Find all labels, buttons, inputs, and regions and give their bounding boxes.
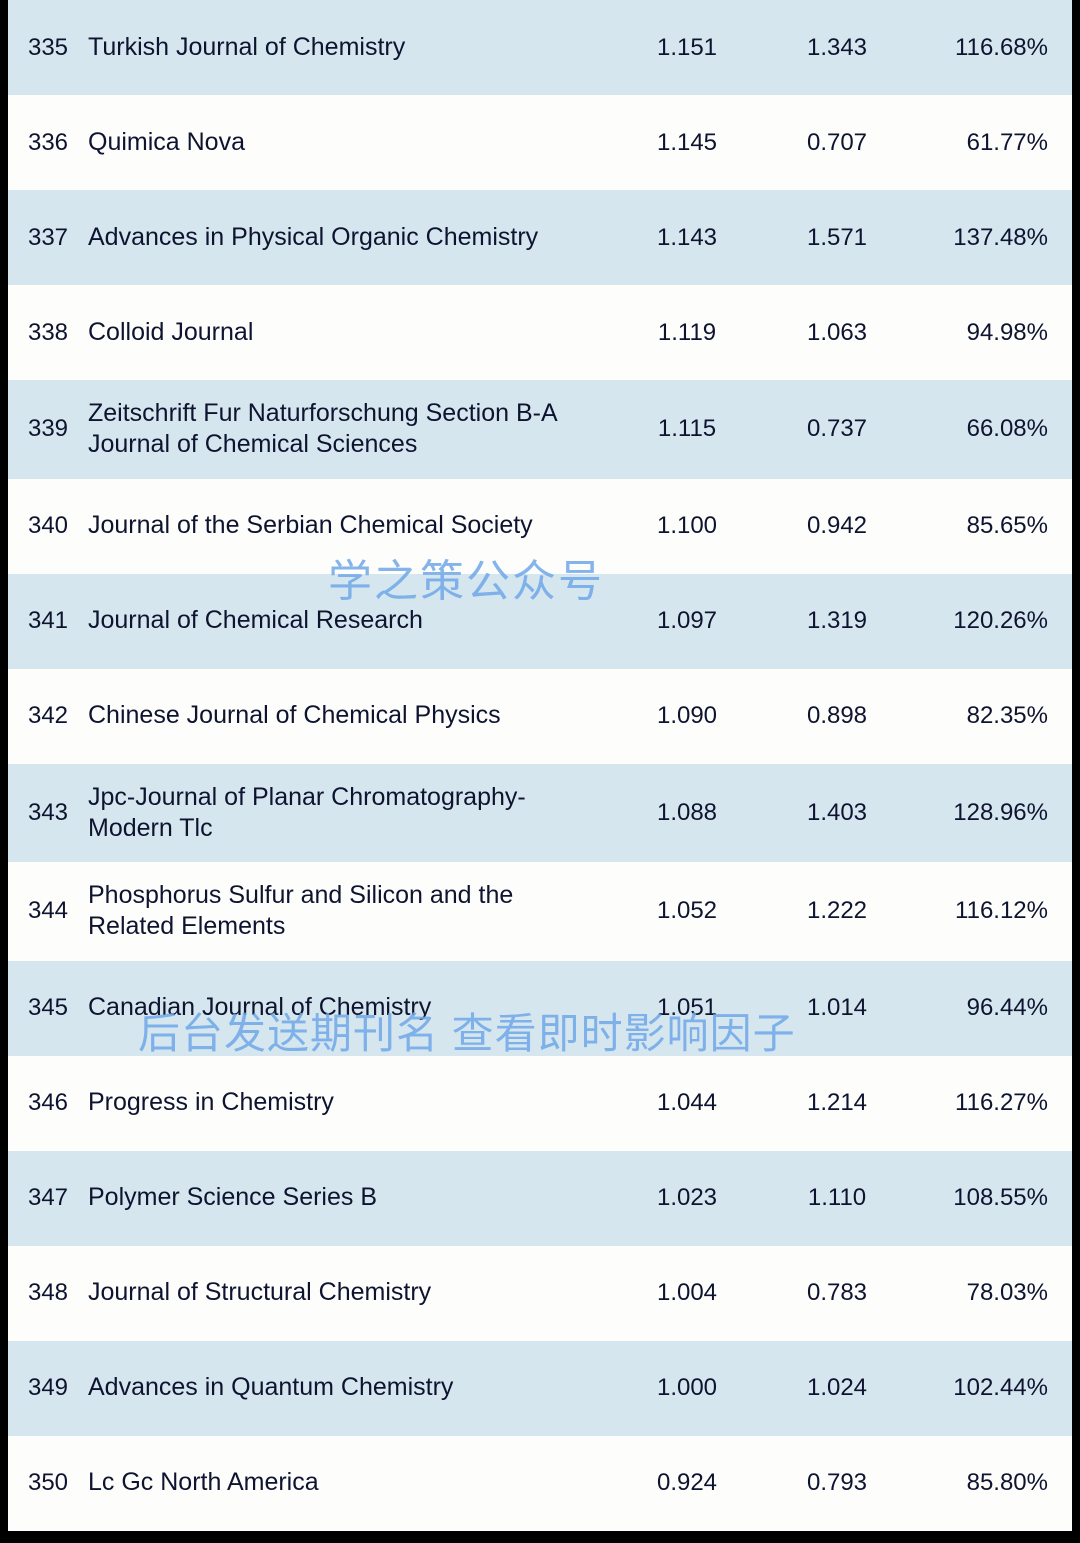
name-cell: Quimica Nova <box>88 127 612 158</box>
value1-cell: 1.000 <box>612 1374 762 1402</box>
name-cell: Jpc-Journal of Planar Chromatography-Mod… <box>88 782 612 845</box>
value2-cell: 1.571 <box>762 224 912 252</box>
value2-cell: 1.214 <box>762 1089 912 1117</box>
value2-cell: 1.319 <box>762 607 912 635</box>
table-row: 340Journal of the Serbian Chemical Socie… <box>8 479 1072 574</box>
name-cell: Turkish Journal of Chemistry <box>88 32 612 63</box>
value1-cell: 0.924 <box>612 1469 762 1497</box>
name-cell: Journal of Chemical Research <box>88 605 612 636</box>
value2-cell: 1.110 <box>762 1184 912 1212</box>
value2-cell: 0.737 <box>762 415 912 443</box>
rank-cell: 345 <box>8 994 88 1022</box>
percent-cell: 128.96% <box>912 799 1072 827</box>
rank-cell: 342 <box>8 702 88 730</box>
percent-cell: 116.12% <box>912 897 1072 925</box>
value2-cell: 0.942 <box>762 512 912 540</box>
name-cell: Advances in Physical Organic Chemistry <box>88 222 612 253</box>
table-row: 338Colloid Journal1.1191.06394.98% <box>8 285 1072 380</box>
value1-cell: 1.090 <box>612 702 762 730</box>
percent-cell: 94.98% <box>912 319 1072 347</box>
percent-cell: 137.48% <box>912 224 1072 252</box>
value1-cell: 1.097 <box>612 607 762 635</box>
value2-cell: 1.403 <box>762 799 912 827</box>
table-row: 347Polymer Science Series B1.0231.110108… <box>8 1151 1072 1246</box>
percent-cell: 66.08% <box>912 415 1072 443</box>
percent-cell: 78.03% <box>912 1279 1072 1307</box>
rank-cell: 347 <box>8 1184 88 1212</box>
table-row: 341Journal of Chemical Research1.0971.31… <box>8 574 1072 669</box>
rank-cell: 338 <box>8 319 88 347</box>
value1-cell: 1.044 <box>612 1089 762 1117</box>
value1-cell: 1.023 <box>612 1184 762 1212</box>
table-row: 345Canadian Journal of Chemistry1.0511.0… <box>8 961 1072 1056</box>
value1-cell: 1.151 <box>612 34 762 62</box>
percent-cell: 61.77% <box>912 129 1072 157</box>
value2-cell: 0.783 <box>762 1279 912 1307</box>
rank-cell: 337 <box>8 224 88 252</box>
rank-cell: 340 <box>8 512 88 540</box>
table-row: 335Turkish Journal of Chemistry1.1511.34… <box>8 0 1072 95</box>
rank-cell: 349 <box>8 1374 88 1402</box>
value2-cell: 1.063 <box>762 319 912 347</box>
table-row: 337Advances in Physical Organic Chemistr… <box>8 190 1072 285</box>
table-row: 349Advances in Quantum Chemistry1.0001.0… <box>8 1341 1072 1436</box>
name-cell: Polymer Science Series B <box>88 1182 612 1213</box>
table-row: 350Lc Gc North America0.9240.79385.80% <box>8 1436 1072 1531</box>
rank-cell: 350 <box>8 1469 88 1497</box>
value2-cell: 1.343 <box>762 34 912 62</box>
table-row: 342Chinese Journal of Chemical Physics1.… <box>8 669 1072 764</box>
rank-cell: 339 <box>8 415 88 443</box>
value1-cell: 1.100 <box>612 512 762 540</box>
value2-cell: 1.014 <box>762 994 912 1022</box>
percent-cell: 96.44% <box>912 994 1072 1022</box>
value2-cell: 0.707 <box>762 129 912 157</box>
name-cell: Progress in Chemistry <box>88 1087 612 1118</box>
rank-cell: 348 <box>8 1279 88 1307</box>
rank-cell: 344 <box>8 897 88 925</box>
value1-cell: 1.051 <box>612 994 762 1022</box>
value1-cell: 1.004 <box>612 1279 762 1307</box>
journal-table: 335Turkish Journal of Chemistry1.1511.34… <box>8 0 1072 1531</box>
name-cell: Colloid Journal <box>88 317 612 348</box>
rank-cell: 343 <box>8 799 88 827</box>
value2-cell: 1.222 <box>762 897 912 925</box>
value1-cell: 1.115 <box>612 415 762 443</box>
value2-cell: 0.793 <box>762 1469 912 1497</box>
percent-cell: 108.55% <box>912 1184 1072 1212</box>
table-row: 344Phosphorus Sulfur and Silicon and the… <box>8 862 1072 961</box>
table-row: 339Zeitschrift Fur Naturforschung Sectio… <box>8 380 1072 479</box>
table-row: 346Progress in Chemistry1.0441.214116.27… <box>8 1056 1072 1151</box>
value1-cell: 1.145 <box>612 129 762 157</box>
value1-cell: 1.088 <box>612 799 762 827</box>
value1-cell: 1.143 <box>612 224 762 252</box>
name-cell: Lc Gc North America <box>88 1467 612 1498</box>
name-cell: Chinese Journal of Chemical Physics <box>88 700 612 731</box>
percent-cell: 82.35% <box>912 702 1072 730</box>
rank-cell: 341 <box>8 607 88 635</box>
value2-cell: 1.024 <box>762 1374 912 1402</box>
percent-cell: 102.44% <box>912 1374 1072 1402</box>
name-cell: Zeitschrift Fur Naturforschung Section B… <box>88 398 612 461</box>
percent-cell: 116.68% <box>912 34 1072 62</box>
table-row: 343Jpc-Journal of Planar Chromatography-… <box>8 764 1072 863</box>
percent-cell: 85.65% <box>912 512 1072 540</box>
name-cell: Canadian Journal of Chemistry <box>88 992 612 1023</box>
rank-cell: 336 <box>8 129 88 157</box>
value2-cell: 0.898 <box>762 702 912 730</box>
table-row: 348Journal of Structural Chemistry1.0040… <box>8 1246 1072 1341</box>
name-cell: Journal of Structural Chemistry <box>88 1277 612 1308</box>
rank-cell: 335 <box>8 34 88 62</box>
name-cell: Phosphorus Sulfur and Silicon and the Re… <box>88 880 612 943</box>
rank-cell: 346 <box>8 1089 88 1117</box>
percent-cell: 85.80% <box>912 1469 1072 1497</box>
table-row: 336Quimica Nova1.1450.70761.77% <box>8 95 1072 190</box>
page: 335Turkish Journal of Chemistry1.1511.34… <box>0 0 1080 1543</box>
percent-cell: 116.27% <box>912 1089 1072 1117</box>
name-cell: Advances in Quantum Chemistry <box>88 1372 612 1403</box>
value1-cell: 1.119 <box>612 319 762 347</box>
name-cell: Journal of the Serbian Chemical Society <box>88 510 612 541</box>
value1-cell: 1.052 <box>612 897 762 925</box>
percent-cell: 120.26% <box>912 607 1072 635</box>
